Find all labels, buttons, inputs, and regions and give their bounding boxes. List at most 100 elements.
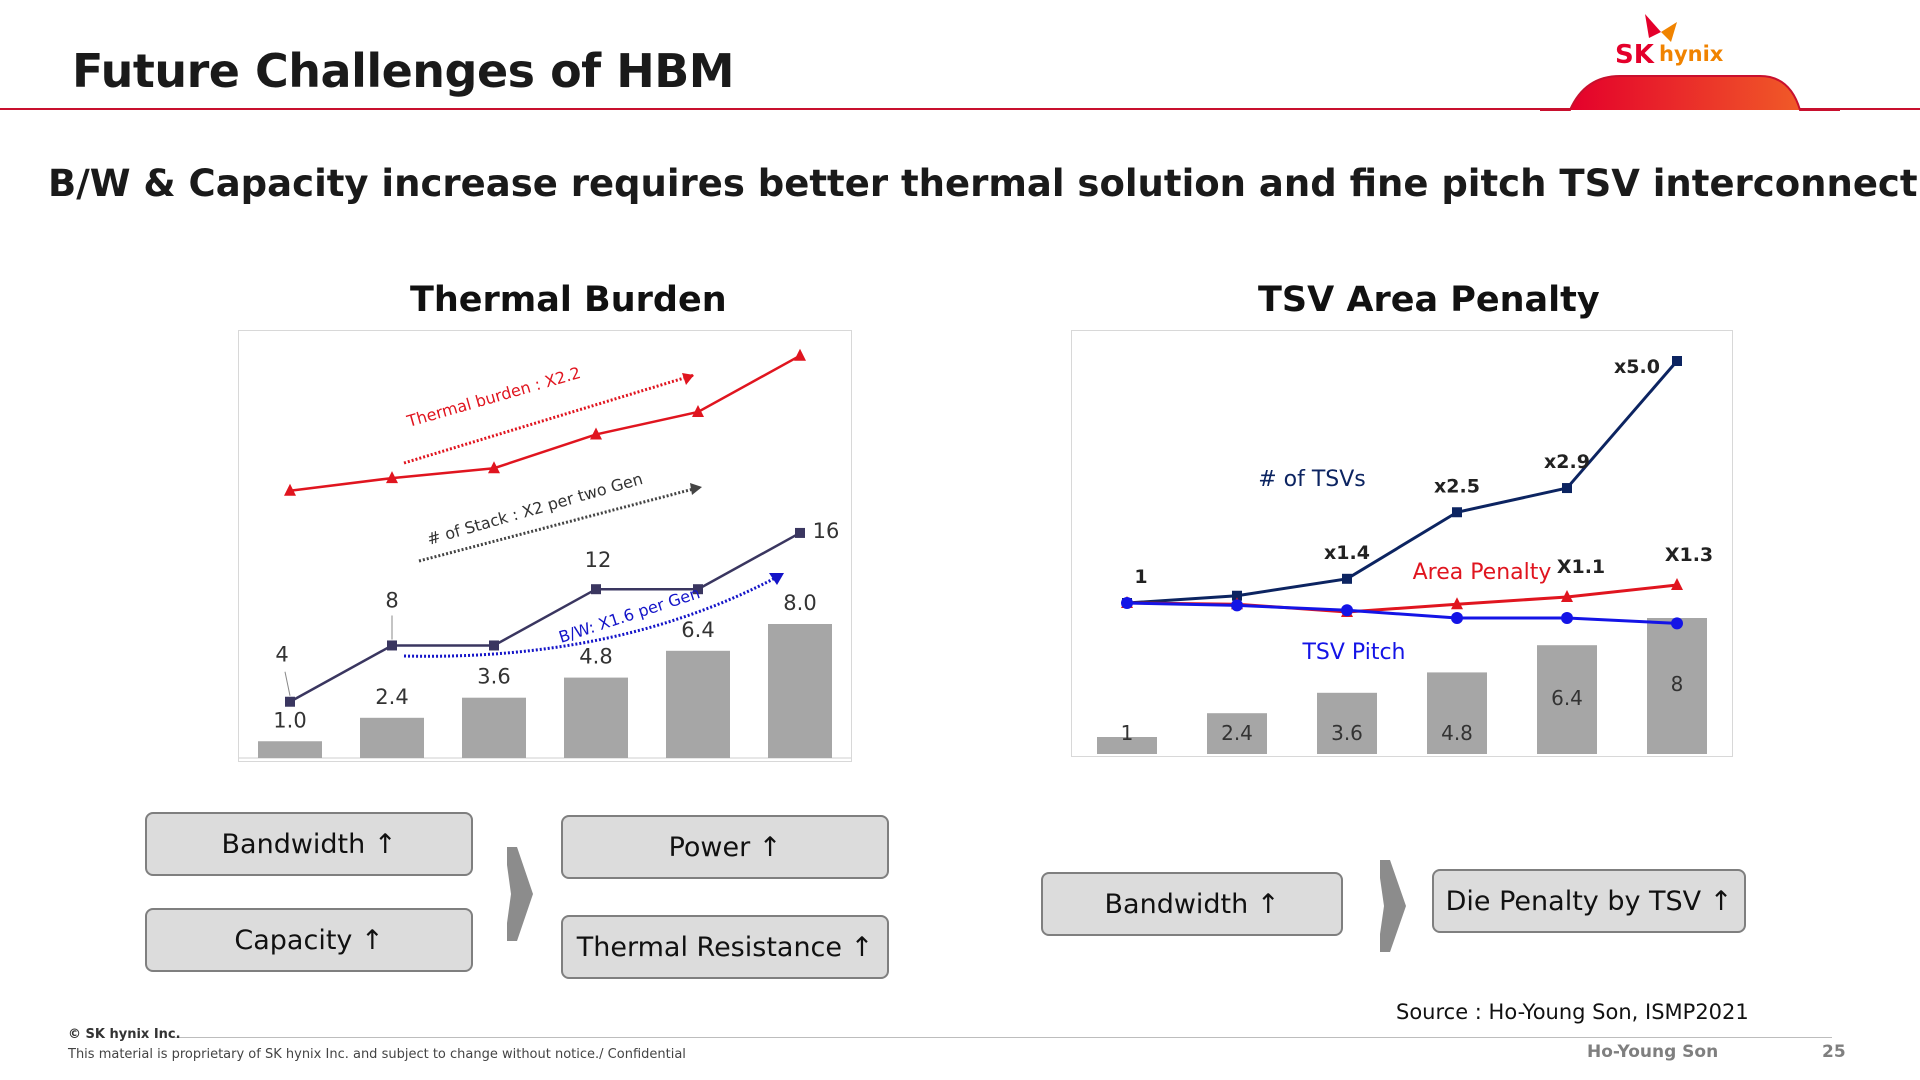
tsv-series-1-point-5 [1561, 590, 1573, 602]
chart-title-thermal-burden: Thermal Burden [410, 280, 727, 320]
series-1-point-3 [488, 461, 500, 474]
tsv-series-2-point-5 [1561, 612, 1573, 624]
thermal-resistance-label: Thermal Resistance ↑ [576, 931, 874, 963]
tsv-label-0-1: 1 [1134, 566, 1147, 588]
bar-bandwidth-2 [1207, 713, 1267, 754]
bar-label-4: 4.8 [579, 645, 612, 669]
series-1-point-5 [692, 404, 704, 417]
annotation-stack: # of Stack : X2 per two Gen [425, 469, 645, 549]
stack-arrow-head [690, 483, 702, 495]
bar-bandwidth-label-5: 6.4 [1551, 686, 1583, 710]
tsv-series-0-point-5 [1562, 483, 1572, 494]
bar-bw-1 [258, 741, 322, 758]
page-number: 25 [1822, 1042, 1846, 1062]
sk-hynix-logo: SK hynix [1615, 12, 1727, 72]
bar-label-5: 6.4 [681, 618, 714, 642]
footer-copyright: © SK hynix Inc. [68, 1027, 181, 1042]
bar-label-1: 1.0 [273, 708, 306, 732]
legend-num-tsvs: # of TSVs [1258, 467, 1366, 492]
slide-subtitle: B/W & Capacity increase requires better … [48, 162, 1920, 205]
annotation-thermal-burden: Thermal burden : X2.2 [404, 363, 583, 431]
tsv-series-line-0 [1126, 360, 1679, 605]
tsv-label-1-6: X1.3 [1665, 544, 1713, 566]
series-1-point-1 [284, 483, 296, 496]
thermal-burden-chart: 1.0 2.4 3.6 4.8 6.4 8.0 4 8 12 16 Thermal burden :… [238, 330, 852, 762]
tsv-series-line-2 [1126, 601, 1678, 625]
logo-ribbon [1540, 75, 1840, 111]
power-box: Power ↑ [561, 815, 889, 879]
series-1-point-4 [590, 427, 602, 440]
stack-label-1: 4 [275, 643, 288, 667]
thermal-burden-arrow-head [682, 373, 694, 385]
flow-arrow-right-icon [1380, 860, 1406, 952]
stack-label-4: 12 [585, 548, 612, 572]
legend-area-penalty: Area Penalty [1413, 560, 1552, 585]
tsv-series-0-point-4 [1452, 507, 1462, 518]
stack-label-6: 16 [813, 519, 840, 543]
bar-bandwidth-label-3: 3.6 [1331, 721, 1363, 745]
tsv-label-1-5: X1.1 [1557, 556, 1605, 578]
series-1-point-6 [794, 348, 806, 361]
bandwidth-box: Bandwidth ↑ [145, 812, 473, 876]
stack-leader-1 [284, 671, 291, 696]
logo-sk-text: SK [1615, 40, 1654, 70]
bar-label-6: 8.0 [783, 591, 816, 615]
bar-bw-2 [360, 717, 424, 758]
series-0-point-1 [285, 696, 295, 707]
bar-label-3: 3.6 [477, 665, 510, 689]
tsv-series-2-point-2 [1231, 599, 1243, 612]
series-0-point-6 [795, 527, 805, 538]
series-line-0 [289, 531, 801, 703]
tsv-series-0-point-2 [1232, 590, 1242, 601]
tsv-label-0-6: x5.0 [1614, 356, 1660, 378]
tsv-series-0-point-6 [1672, 356, 1682, 366]
tsv-series-2-point-4 [1451, 612, 1463, 624]
footer-divider [172, 1037, 1832, 1038]
thermal-burden-svg: 1.0 2.4 3.6 4.8 6.4 8.0 4 8 12 16 Thermal burden :… [239, 348, 851, 759]
series-line-1 [289, 354, 801, 492]
tsv-label-0-3: x1.4 [1324, 542, 1370, 564]
bar-bandwidth-label-6: 8 [1671, 672, 1684, 696]
bandwidth-label: Bandwidth ↑ [221, 828, 397, 860]
stack-arrow [418, 485, 702, 563]
bar-bandwidth-1 [1097, 737, 1157, 754]
capacity-box: Capacity ↑ [145, 908, 473, 972]
die-penalty-box: Die Penalty by TSV ↑ [1432, 869, 1746, 933]
die-penalty-label: Die Penalty by TSV ↑ [1445, 885, 1733, 917]
tsv-series-2-point-1 [1121, 597, 1133, 609]
tsv-series-0-point-3 [1342, 573, 1352, 584]
bar-bw-3 [462, 697, 526, 758]
series-0-point-2 [387, 640, 397, 651]
bar-bw-5 [666, 650, 730, 758]
series-0-point-4 [591, 584, 601, 595]
bandwidth-box-right: Bandwidth ↑ [1041, 872, 1343, 936]
footer-author: Ho-Young Son [1587, 1042, 1719, 1062]
series-0-point-3 [489, 640, 499, 651]
bandwidth-right-label: Bandwidth ↑ [1104, 888, 1280, 920]
capacity-label: Capacity ↑ [234, 924, 384, 956]
series-1-point-2 [386, 471, 398, 484]
logo-hynix-text: hynix [1659, 42, 1724, 66]
tsv-series-1-point-6 [1671, 578, 1683, 590]
page-title: Future Challenges of HBM [72, 44, 735, 98]
thermal-burden-arrow [403, 373, 695, 465]
flow-arrow-icon [507, 847, 533, 941]
bar-bandwidth-4 [1427, 672, 1487, 754]
chart-title-tsv-area-penalty: TSV Area Penalty [1258, 280, 1600, 320]
source-citation: Source : Ho-Young Son, ISMP2021 [1396, 1000, 1749, 1024]
bw-arrow [403, 574, 780, 658]
tsv-area-penalty-chart: 1 2.4 3.6 4.8 6.4 8 1 x1.4 x2.5 x2.9 x5.0 X1.1 X1.3 #… [1071, 330, 1733, 757]
bar-bandwidth-5 [1537, 645, 1597, 754]
bar-bw-6 [768, 624, 832, 758]
bar-bw-4 [564, 677, 628, 758]
tsv-label-0-4: x2.5 [1434, 475, 1480, 497]
tsv-series-1-point-4 [1451, 597, 1463, 610]
stack-label-2: 8 [385, 588, 398, 612]
title-divider [0, 108, 1920, 110]
butterfly-logo-icon [1645, 14, 1677, 42]
power-label: Power ↑ [668, 831, 782, 863]
bw-arrow-head [769, 573, 784, 585]
bar-bandwidth-label-2: 2.4 [1221, 721, 1253, 745]
tsv-series-2-point-3 [1341, 604, 1353, 617]
footer-confidential-note: This material is proprietary of SK hynix… [68, 1047, 686, 1062]
